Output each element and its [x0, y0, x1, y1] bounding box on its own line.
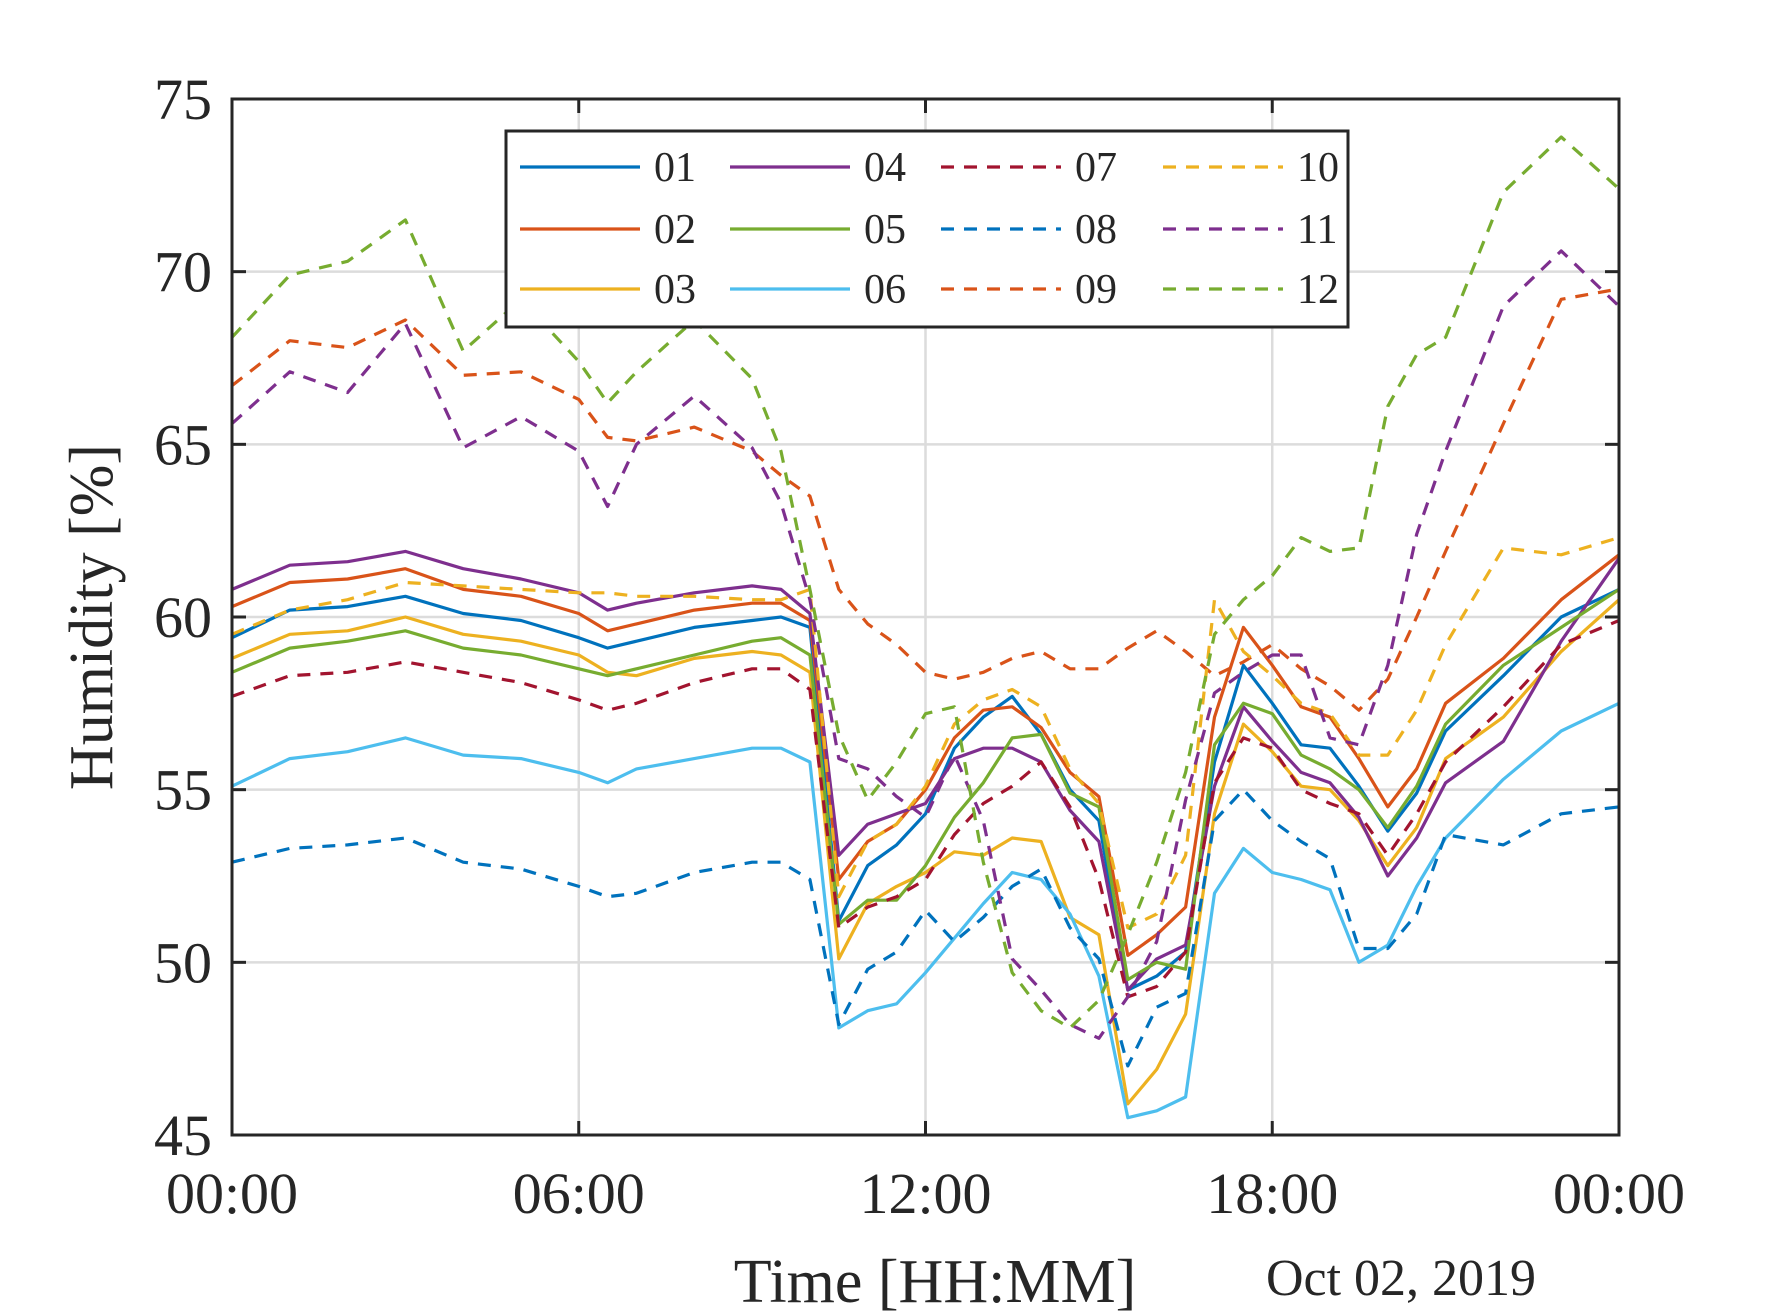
legend-label-08: 08	[1075, 207, 1117, 253]
x-tick-label: 00:00	[166, 1161, 298, 1226]
y-tick-label: 70	[154, 240, 212, 305]
legend: 01 02 03 04 05 06 07 08 09 10 11 12	[506, 131, 1348, 327]
x-tick-label: 00:00	[1553, 1161, 1685, 1226]
y-tick-label: 60	[154, 585, 212, 650]
x-tick-label: 06:00	[513, 1161, 645, 1226]
y-tick-label: 50	[154, 930, 212, 995]
legend-label-01: 01	[654, 145, 696, 191]
legend-label-11: 11	[1297, 207, 1337, 253]
x-axis-title: Time [HH:MM]	[734, 1248, 1137, 1313]
legend-label-04: 04	[864, 145, 906, 191]
x-tick-label: 12:00	[859, 1161, 991, 1226]
y-tick-label: 75	[154, 67, 212, 132]
legend-label-02: 02	[654, 207, 696, 253]
legend-label-10: 10	[1297, 145, 1339, 191]
legend-label-09: 09	[1075, 267, 1117, 313]
date-label: Oct 02, 2019	[1266, 1250, 1536, 1307]
legend-label-06: 06	[864, 267, 906, 313]
x-tick-label: 18:00	[1206, 1161, 1338, 1226]
y-tick-label: 65	[154, 412, 212, 477]
legend-label-03: 03	[654, 267, 696, 313]
y-tick-label: 45	[154, 1103, 212, 1168]
legend-label-07: 07	[1075, 145, 1117, 191]
legend-label-12: 12	[1297, 267, 1339, 313]
y-axis-title: Humidity [%]	[58, 444, 126, 790]
legend-label-05: 05	[864, 207, 906, 253]
y-tick-label: 55	[154, 758, 212, 823]
